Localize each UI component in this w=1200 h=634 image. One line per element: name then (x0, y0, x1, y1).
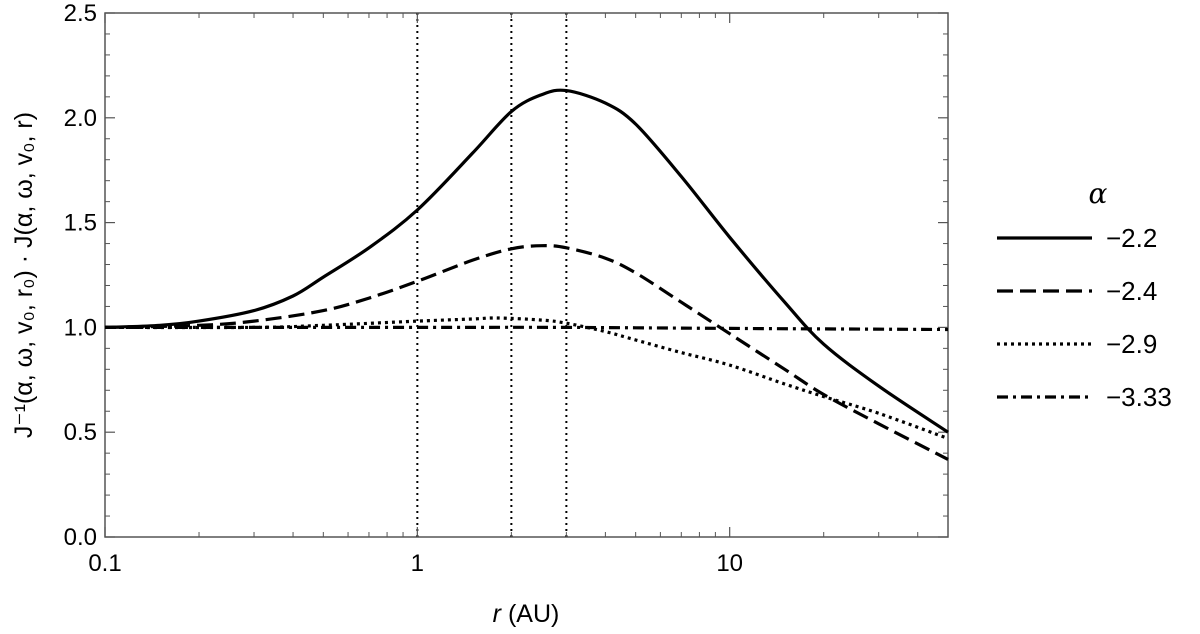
legend: α −2.2 −2.4 −2.9 −3.33 (997, 177, 1172, 412)
y-axis-ticks: 0.0 0.5 1.0 1.5 2.0 2.5 (64, 0, 948, 551)
legend-label: −2.4 (1106, 276, 1157, 306)
y-tick-label: 1.0 (64, 314, 97, 341)
x-tick-label: 10 (716, 550, 743, 577)
legend-label: −2.2 (1106, 223, 1157, 253)
series-line-dashed (104, 244, 949, 461)
x-axis-title: r (AU) (493, 600, 560, 628)
legend-label: −2.9 (1106, 329, 1157, 359)
x-axis-ticks: 0.1 1 10 (88, 13, 919, 577)
legend-title: α (1089, 177, 1108, 210)
x-axis-variable: r (493, 600, 503, 628)
y-tick-label: 0.0 (64, 524, 97, 551)
plot-frame (104, 12, 949, 538)
x-axis-unit: (AU) (501, 600, 559, 628)
x-tick-label: 0.1 (88, 550, 121, 577)
y-tick-label: 2.0 (64, 105, 97, 132)
series-line-solid (104, 88, 949, 434)
series-lines (104, 88, 949, 461)
series-line-dashdot (104, 325, 949, 332)
series-line-dotted (104, 316, 949, 441)
y-tick-label: 2.5 (64, 0, 97, 27)
y-axis-title: J⁻¹(α, ω, v₀, r₀) · J(α, ω, v₀, r) (10, 112, 38, 438)
y-tick-label: 1.5 (64, 210, 97, 237)
y-tick-label: 0.5 (64, 419, 97, 446)
x-tick-label: 1 (411, 550, 424, 577)
vertical-reference-lines (416, 13, 568, 537)
legend-label: −3.33 (1106, 382, 1172, 412)
